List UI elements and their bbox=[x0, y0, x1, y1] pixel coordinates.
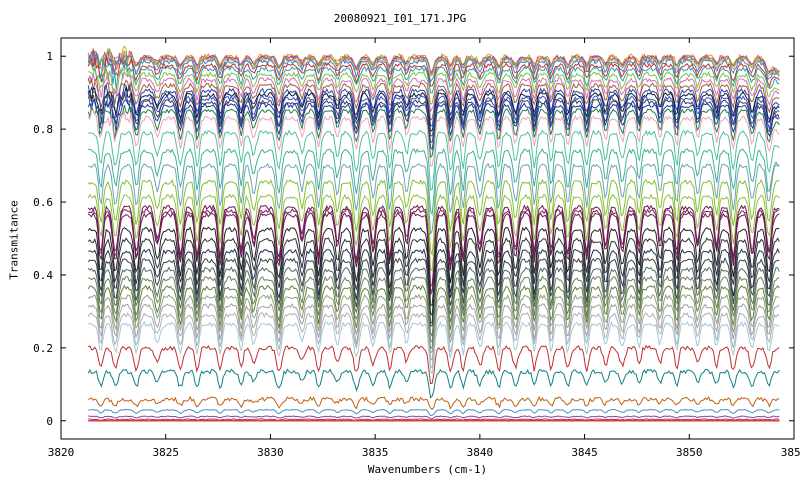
series-line-18 bbox=[87, 109, 780, 167]
x-tick-label: 3850 bbox=[676, 446, 703, 459]
y-tick-label: 0.2 bbox=[33, 342, 53, 355]
series-line-23 bbox=[87, 193, 780, 273]
y-axis-label: Transmitance bbox=[7, 200, 21, 280]
series-layer bbox=[87, 45, 780, 422]
series-line-17 bbox=[87, 104, 780, 159]
series-line-35 bbox=[87, 303, 780, 362]
series-line-10 bbox=[87, 71, 780, 114]
x-tick-label: 3845 bbox=[571, 446, 598, 459]
series-line-39 bbox=[87, 368, 780, 399]
series-line-22 bbox=[87, 178, 780, 257]
series-line-37 bbox=[87, 320, 780, 376]
series-line-20 bbox=[88, 147, 780, 217]
series-line-9 bbox=[88, 65, 780, 105]
series-line-14 bbox=[87, 90, 780, 137]
y-tick-label: 1 bbox=[46, 50, 53, 63]
y-tick-label: 0.4 bbox=[33, 269, 53, 282]
series-line-11 bbox=[87, 77, 780, 121]
series-line-40 bbox=[88, 395, 780, 410]
series-line-5 bbox=[87, 50, 780, 79]
series-line-26 bbox=[87, 211, 780, 296]
y-tick-label: 0.6 bbox=[33, 196, 53, 209]
series-line-19 bbox=[88, 129, 780, 191]
x-tick-label: 3855 bbox=[781, 446, 800, 459]
series-line-38 bbox=[88, 344, 780, 385]
y-tick-label: 0 bbox=[46, 415, 53, 428]
plot-frame bbox=[60, 37, 795, 440]
series-line-41 bbox=[88, 408, 780, 417]
series-line-29 bbox=[88, 247, 780, 324]
series-line-4 bbox=[87, 47, 780, 76]
series-line-36 bbox=[87, 312, 780, 369]
x-tick-label: 3835 bbox=[362, 446, 389, 459]
x-tick-label: 3830 bbox=[257, 446, 284, 459]
series-line-42 bbox=[88, 415, 780, 420]
x-tick-label: 3840 bbox=[467, 446, 494, 459]
chart-title: 20080921_I01_171.JPG bbox=[333, 12, 467, 25]
tick-label-layer: 3820 3825 3830 3835 3840 3845 3850 3855 0 0.2 0.4 0… bbox=[33, 50, 800, 459]
x-tick-label: 3825 bbox=[152, 446, 179, 459]
series-line-7 bbox=[87, 56, 780, 89]
series-line-43 bbox=[88, 418, 780, 421]
x-tick-label: 3820 bbox=[48, 446, 75, 459]
y-tick-label: 0.8 bbox=[33, 123, 53, 136]
series-line-12 bbox=[87, 83, 780, 127]
series-line-8 bbox=[87, 59, 780, 94]
series-line-21 bbox=[88, 162, 780, 235]
series-line-15 bbox=[87, 90, 780, 143]
x-axis-label: Wavenumbers (cm-1) bbox=[367, 463, 488, 476]
tick-layer bbox=[60, 38, 795, 439]
series-line-6 bbox=[87, 51, 780, 83]
